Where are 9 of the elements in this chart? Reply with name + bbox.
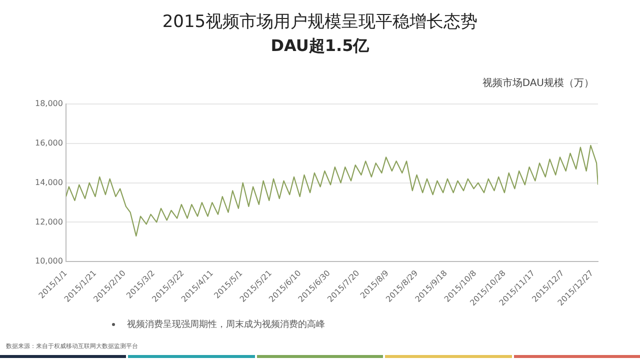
chart-subtitle: DAU超1.5亿: [270, 36, 370, 57]
y-tick-label: 16,000: [34, 138, 63, 148]
y-tick-label: 18,000: [34, 99, 63, 108]
y-axis-title: 视频市场DAU规模（万）: [482, 76, 594, 90]
y-tick-label: 10,000: [34, 256, 63, 266]
y-tick-label: 12,000: [34, 217, 63, 226]
chart-title: 2015视频市场用户规模呈现平稳增长态势: [161, 11, 479, 33]
y-tick-label: 14,000: [34, 178, 63, 187]
text: 视频消费呈现强周期性，周末成为视频消费的高峰: [127, 318, 325, 331]
